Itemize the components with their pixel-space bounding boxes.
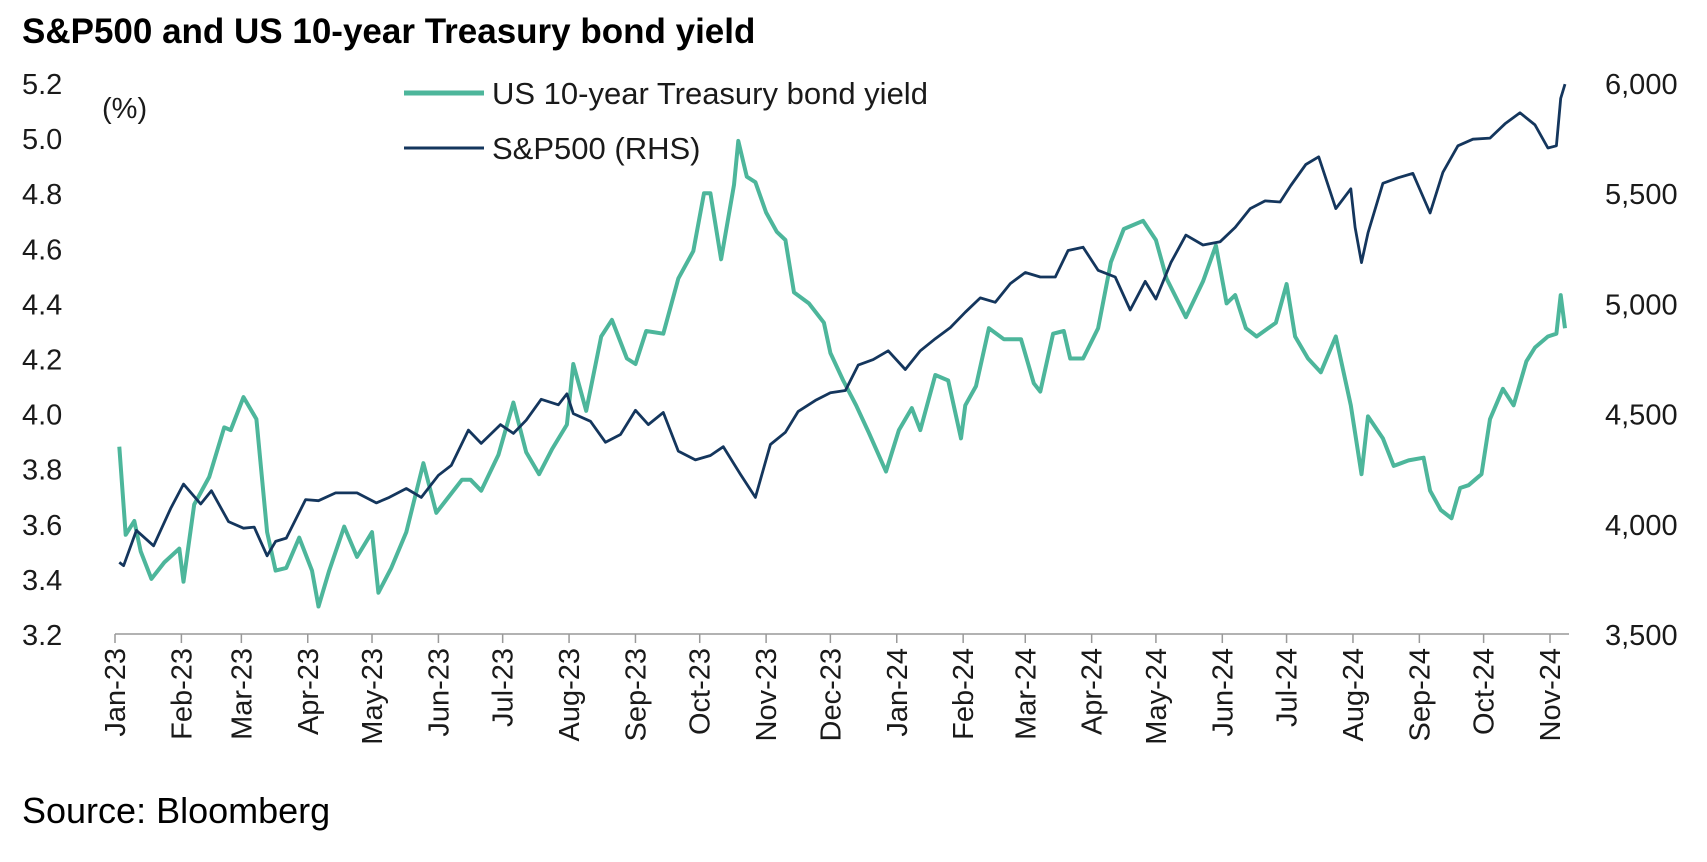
left-axis-unit-label: (%) [102,93,147,125]
chart-title: S&P500 and US 10-year Treasury bond yiel… [22,12,756,51]
left-axis-tick-label: 4.4 [22,289,62,321]
right-axis-tick-label: 5,500 [1605,179,1678,211]
x-axis-tick-label: Sep-24 [1404,648,1436,742]
right-axis-tick-label: 4,500 [1605,400,1678,432]
x-axis-tick-label: Apr-24 [1077,648,1109,735]
left-axis-tick-label: 3.4 [22,565,62,597]
left-axis-tick-label: 5.2 [22,69,62,101]
left-axis-tick-label: 4.2 [22,345,62,377]
series-layer [117,83,1567,609]
left-axis-tick-label: 4.0 [22,400,62,432]
x-axis-tick-label: Nov-23 [751,648,783,742]
x-axis-tick-label: Dec-23 [815,648,847,742]
right-axis-tick-label: 6,000 [1605,69,1678,101]
x-axis-tick-label: Feb-23 [166,648,198,740]
axes-layer: 3.2 3.4 3.6 3.8 4.0 4.2 4.4 4.6 4.8 5.0 5.2 3,500 4,… [22,69,1678,745]
right-axis-tick-label: 5,000 [1605,289,1678,321]
x-axis-tick-label: Feb-24 [948,648,980,740]
x-axis-tick-label: Mar-23 [226,648,258,740]
x-axis-tick-label: Mar-24 [1010,648,1042,740]
x-axis-tick-label: May-23 [357,648,389,745]
series-line-spx [118,83,1567,568]
x-axis-tick-label: Sep-23 [620,648,652,742]
x-axis-tick-label: Jan-24 [882,648,914,737]
x-axis-tick-label: Aug-23 [554,648,586,742]
left-axis-tick-label: 5.0 [22,124,62,156]
right-axis-tick-label: 4,000 [1605,510,1678,542]
left-axis-tick-label: 3.2 [22,620,62,652]
legend-label-spx: S&P500 (RHS) [492,131,700,166]
left-axis-tick-label: 4.6 [22,234,62,266]
series-line-yield [117,138,1567,609]
left-axis-tick-label: 4.8 [22,179,62,211]
x-axis-tick-label: Nov-24 [1535,648,1567,742]
left-axis-tick-label: 3.6 [22,510,62,542]
x-axis-tick-label: Jul-24 [1272,648,1304,727]
x-axis-tick-label: Oct-23 [685,648,717,735]
left-axis-tick-label: 3.8 [22,455,62,487]
legend: US 10-year Treasury bond yield S&P500 (R… [404,76,928,166]
x-axis-tick-label: Apr-23 [293,648,325,735]
right-axis-tick-label: 3,500 [1605,620,1678,652]
x-axis-tick-label: Jul-23 [488,648,520,727]
x-axis-tick-label: Oct-24 [1469,648,1501,735]
x-axis-tick-label: Aug-24 [1338,648,1370,742]
chart-source: Source: Bloomberg [22,790,331,831]
x-axis-tick-label: Jan-23 [100,648,132,737]
x-axis-tick-label: May-24 [1141,648,1173,745]
legend-label-yield: US 10-year Treasury bond yield [492,76,928,111]
x-axis-tick-label: Jun-23 [423,648,455,737]
x-axis-tick-label: Jun-24 [1207,648,1239,737]
